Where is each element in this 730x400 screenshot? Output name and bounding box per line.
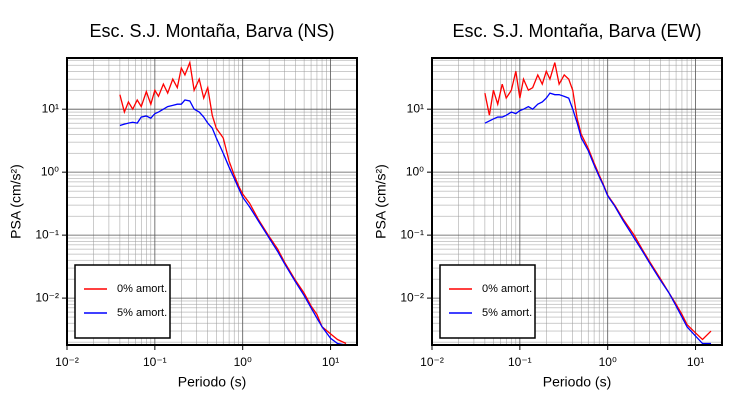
x-tick-label: 10⁰ [234,355,252,369]
plot-lines [119,60,347,345]
x-axis-label: Periodo (s) [178,374,246,390]
legend-label: 5% amort. [117,307,167,319]
plot-frame [66,57,358,346]
y-tick-label: 10¹ [407,101,424,115]
x-tick-label: 10⁻² [55,355,79,369]
chart-title: Esc. S.J. Montaña, Barva (NS) [89,21,334,41]
series-line [119,99,347,345]
x-tick-label: 10¹ [322,355,339,369]
x-tick-label: 10⁻² [420,355,444,369]
x-tick-label: 10⁰ [599,355,617,369]
y-tick-label: 10⁰ [406,164,424,178]
plot-lines [484,62,712,345]
x-tick-label: 10¹ [687,355,704,369]
x-tick-label: 10⁻¹ [508,355,532,369]
legend-label: 0% amort. [482,283,532,295]
y-tick-label: 10¹ [42,101,59,115]
legend-box [439,264,536,339]
legend-label: 0% amort. [117,283,167,295]
y-tick-label: 10⁻¹ [35,227,59,241]
y-axis-label: PSA (cm/s²) [8,164,24,239]
y-axis-label: PSA (cm/s²) [373,164,389,239]
y-tick-label: 10⁰ [41,164,59,178]
legend-box [74,264,171,339]
chart-title: Esc. S.J. Montaña, Barva (EW) [452,21,701,41]
y-tick-label: 10⁻¹ [400,227,424,241]
plot-frame [431,57,723,346]
series-line [484,92,712,345]
y-tick-label: 10⁻² [400,290,424,304]
x-tick-label: 10⁻¹ [143,355,167,369]
x-axis-label: Periodo (s) [543,374,611,390]
y-tick-label: 10⁻² [35,290,59,304]
legend-label: 5% amort. [482,307,532,319]
series-line [119,60,347,345]
